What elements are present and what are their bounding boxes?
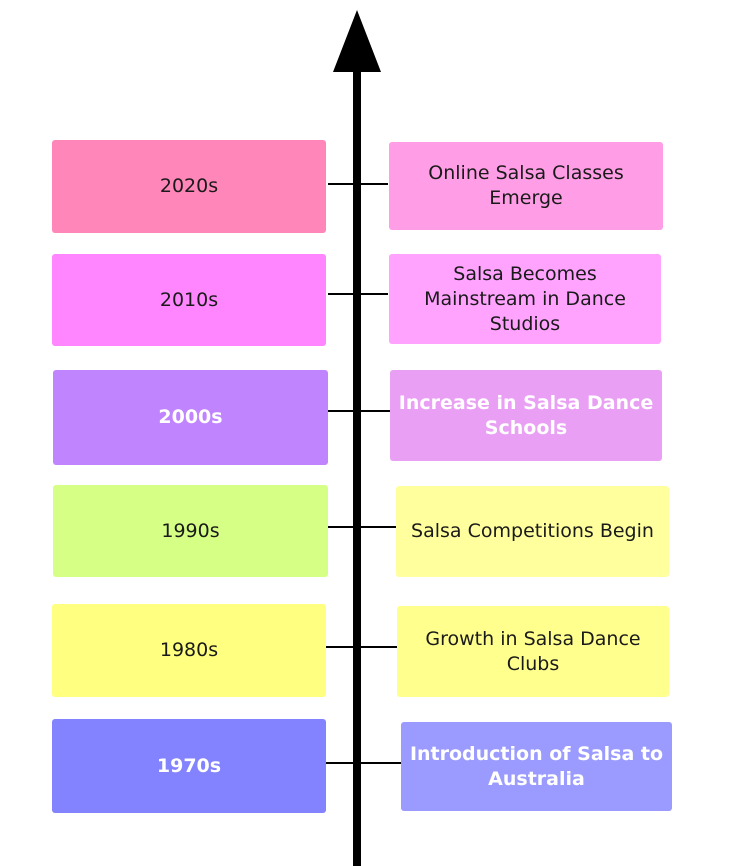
event-label: Growth in Salsa Dance Clubs (425, 627, 641, 675)
decade-label: 1970s (156, 754, 222, 777)
event-label: Introduction of Salsa to Australia (409, 742, 664, 790)
event-box: Online Salsa Classes Emerge (389, 142, 663, 230)
event-box: Growth in Salsa Dance Clubs (397, 606, 669, 697)
decade-label: 2010s (159, 288, 219, 311)
decade-label: 1980s (159, 639, 219, 661)
event-label: Increase in Salsa Dance Schools (398, 391, 654, 439)
event-label: Online Salsa Classes Emerge (428, 162, 624, 209)
decade-box: 1970s (52, 719, 326, 813)
decade-label: 2000s (158, 406, 223, 428)
decade-box: 1980s (52, 604, 326, 697)
event-label: Salsa Competitions Begin (411, 520, 654, 542)
decade-label: 1990s (161, 519, 220, 542)
event-box: Salsa Competitions Begin (396, 486, 669, 577)
connector-line (328, 526, 396, 528)
connector-line (328, 293, 388, 295)
event-box: Increase in Salsa Dance Schools (390, 370, 662, 461)
connector-line (326, 646, 397, 648)
event-box: Salsa Becomes Mainstream in Dance Studio… (389, 254, 661, 344)
event-box: Introduction of Salsa to Australia (401, 722, 672, 811)
connector-line (328, 183, 388, 185)
decade-box: 2000s (53, 370, 328, 465)
decade-box: 2020s (52, 140, 326, 233)
connector-line (326, 762, 401, 764)
decade-box: 2010s (52, 254, 326, 346)
event-label: Salsa Becomes Mainstream in Dance Studio… (424, 262, 626, 335)
decade-box: 1990s (53, 485, 328, 577)
decade-label: 2020s (159, 175, 219, 197)
connector-line (328, 410, 390, 412)
timeline-axis (353, 60, 361, 866)
